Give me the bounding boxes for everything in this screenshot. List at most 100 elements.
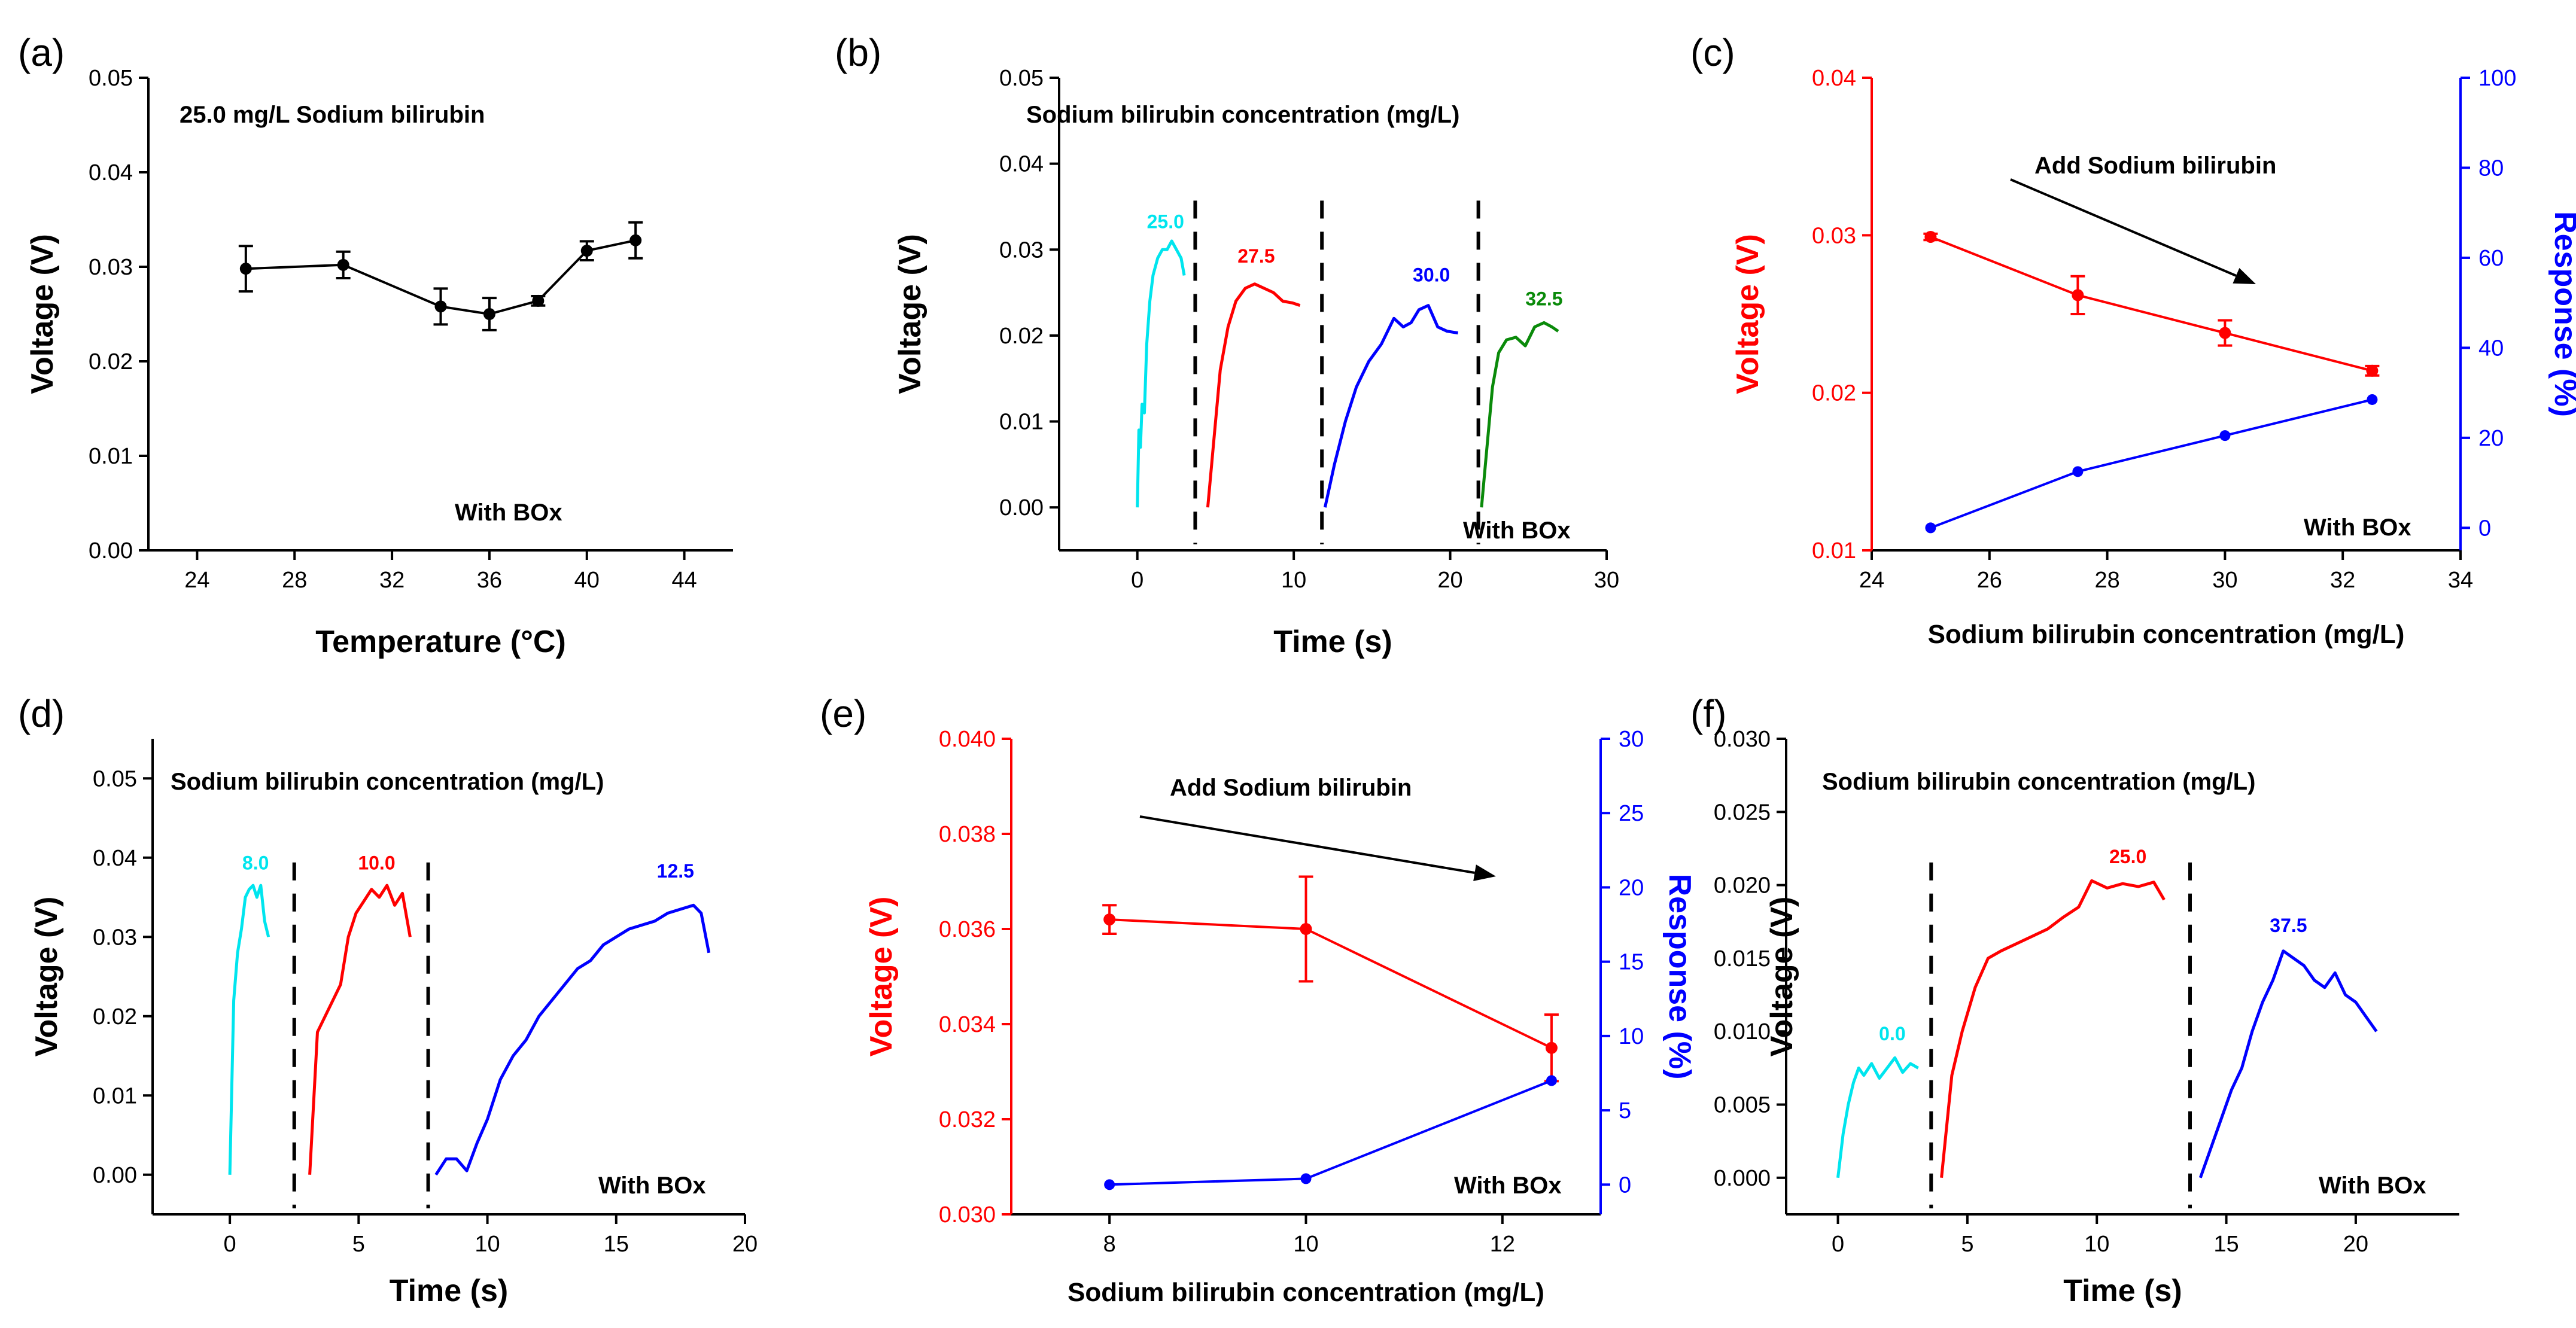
chart-title: Add Sodium bilirubin <box>1170 775 1412 801</box>
data-point <box>2367 394 2378 405</box>
panel-0: (a) 24 28 32 36 40 44 0.00 0.01 0.02 0.03 0.04 0.05 T… <box>18 31 733 659</box>
panel-1: (b) 0 10 20 30 0.00 0.01 0.02 0.03 0.04 0.05 Time (… <box>835 31 1619 659</box>
series-line <box>1206 282 1301 508</box>
series-label: 12.5 <box>657 860 694 882</box>
data-point <box>1103 913 1116 926</box>
panel-label: (d) <box>18 692 65 735</box>
data-point <box>2219 327 2231 339</box>
y-tick-label: 0.00 <box>89 538 133 564</box>
y-tick-label: 0.03 <box>93 925 137 950</box>
series-line <box>308 884 412 1175</box>
x-tick-label: 10 <box>2084 1232 2109 1257</box>
y-tick-label: 0.00 <box>93 1163 137 1188</box>
y2-axis-label: Response (%) <box>1662 874 1697 1080</box>
x-tick-label: 10 <box>1281 568 1306 593</box>
x-tick-label: 24 <box>1859 568 1884 593</box>
data-point <box>337 258 349 271</box>
series-line <box>434 903 711 1176</box>
y-tick-label: 0.04 <box>93 846 137 871</box>
y-tick-label: 0.02 <box>93 1004 137 1029</box>
x-tick-label: 10 <box>1293 1232 1318 1257</box>
series-line <box>1109 1079 1552 1186</box>
data-point <box>1924 230 1937 243</box>
chart-title: Add Sodium bilirubin <box>2034 153 2276 179</box>
y-axis-label: Voltage (V) <box>29 897 64 1057</box>
y2-tick-label: 10 <box>1619 1024 1644 1049</box>
y-tick-label: 0.04 <box>999 152 1044 177</box>
x-tick-label: 5 <box>1961 1232 1973 1257</box>
x-axis-label: Time (s) <box>1273 625 1392 659</box>
panel-label: (b) <box>835 31 881 74</box>
y-tick-label: 0.015 <box>1714 946 1771 971</box>
panel-5: (f)0 5 10 15 200.0000.0050.0100.0150.0200.02… <box>1690 692 2459 1308</box>
series-line <box>228 884 270 1175</box>
arrow-head <box>2233 267 2256 284</box>
x-tick-label: 0 <box>224 1232 236 1257</box>
arrow-line <box>2010 178 2237 277</box>
y-tick-label: 0.03 <box>89 255 133 280</box>
y-tick-label: 0.03 <box>999 237 1044 263</box>
panel-label: (f) <box>1690 692 1726 735</box>
y-tick-label: 0.01 <box>89 444 133 469</box>
data-point <box>2072 289 2084 301</box>
y-tick-label: 0.05 <box>93 766 137 791</box>
x-tick-label: 15 <box>604 1232 629 1257</box>
x-tick-label: 20 <box>2343 1232 2368 1257</box>
y-tick-label: 0.040 <box>939 727 996 752</box>
series-line <box>1136 239 1186 508</box>
chart-note: With BOx <box>598 1172 706 1199</box>
series-label: 27.5 <box>1237 245 1275 267</box>
series-line <box>2198 949 2378 1178</box>
y-tick-label: 0.02 <box>999 324 1044 349</box>
y2-tick-label: 30 <box>1619 727 1644 752</box>
x-tick-label: 32 <box>379 568 405 593</box>
x-tick-label: 32 <box>2330 568 2355 593</box>
data-point <box>2219 430 2231 441</box>
series-line <box>1836 1056 1919 1178</box>
panel-2: (c) 24 26 28 30 32 34 0.01 0.02 0.03 0.04 0 20 40 60 80… <box>1690 31 2576 649</box>
y-tick-label: 0.01 <box>93 1083 137 1108</box>
chart-note: With BOx <box>455 499 562 526</box>
y2-tick-label: 20 <box>2478 426 2504 451</box>
y-axis-label: Voltage (V) <box>893 234 927 394</box>
chart-note: With BOx <box>2304 514 2411 541</box>
y-tick-label: 0.010 <box>1714 1019 1771 1044</box>
y-axis-label: Voltage (V) <box>25 234 60 394</box>
y2-tick-label: 60 <box>2478 246 2504 271</box>
y-tick-label: 0.020 <box>1714 873 1771 898</box>
x-tick-label: 20 <box>1437 568 1462 593</box>
x-axis-label: Time (s) <box>390 1274 508 1308</box>
data-point <box>1300 1173 1312 1184</box>
y-tick-label: 0.005 <box>1714 1093 1771 1118</box>
chart-title: Sodium bilirubin concentration (mg/L) <box>1822 769 2255 795</box>
series-label: 8.0 <box>242 852 269 874</box>
y-tick-label: 0.01 <box>999 410 1044 435</box>
y-axis-label: Voltage (V) <box>1765 897 1799 1057</box>
data-point <box>434 300 447 313</box>
x-tick-label: 30 <box>1594 568 1619 593</box>
series-label: 25.0 <box>2109 846 2146 867</box>
y-tick-label: 0.04 <box>1812 66 1856 91</box>
data-point <box>483 308 495 320</box>
x-tick-label: 28 <box>282 568 307 593</box>
chart-note: With BOx <box>1463 517 1571 544</box>
series-label: 37.5 <box>2270 915 2307 936</box>
y-tick-label: 0.04 <box>89 160 133 185</box>
x-axis-label: Sodium bilirubin concentration (mg/L) <box>1928 620 2405 649</box>
y2-tick-label: 80 <box>2478 156 2504 181</box>
series-line <box>1480 321 1559 508</box>
x-tick-label: 36 <box>477 568 502 593</box>
series-line <box>1109 918 1552 1049</box>
panel-label: (a) <box>18 31 65 74</box>
data-point <box>239 263 252 275</box>
y2-tick-label: 40 <box>2478 336 2504 361</box>
panel-label: (c) <box>1690 31 1735 74</box>
series-label: 32.5 <box>1525 288 1562 310</box>
y-tick-label: 0.032 <box>939 1107 996 1132</box>
y-tick-label: 0.02 <box>1812 381 1856 406</box>
y-tick-label: 0.025 <box>1714 800 1771 825</box>
data-point <box>1545 1041 1558 1054</box>
x-tick-label: 0 <box>1832 1232 1844 1257</box>
y-tick-label: 0.05 <box>89 66 133 91</box>
chart-title: 25.0 mg/L Sodium bilirubin <box>180 102 485 128</box>
